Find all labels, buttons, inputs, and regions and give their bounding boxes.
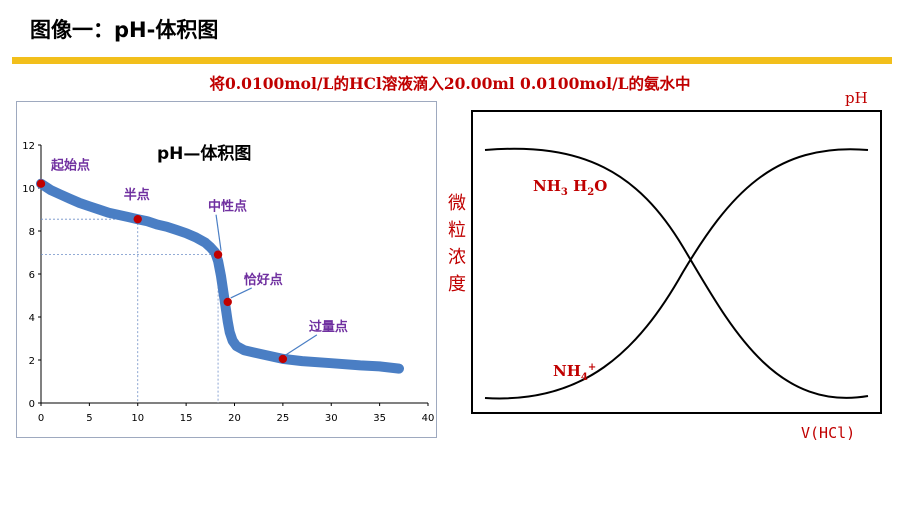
point-marker bbox=[133, 214, 142, 224]
slide-title: 图像一：pH-体积图 bbox=[30, 18, 219, 42]
y-tick-label: 2 bbox=[29, 356, 35, 367]
y-tick-label: 4 bbox=[29, 313, 35, 324]
ph-volume-chart: pH—体积图 0 5 10 15 20 25 30 35 40 0 2 4 6 8 10 12 起始点半点中性… bbox=[22, 141, 435, 424]
titration-curve-band bbox=[36, 178, 404, 374]
point-marker bbox=[278, 354, 288, 364]
species-concentration-chart: NH3 H2O NH4+ bbox=[484, 147, 869, 400]
title-underline-bar bbox=[12, 57, 892, 64]
annotation-arrow bbox=[230, 287, 252, 299]
species-concentration-chart-frame: NH3 H2O NH4+ bbox=[471, 110, 882, 414]
x-tick-label: 20 bbox=[228, 413, 241, 424]
annotation-arrow bbox=[285, 334, 318, 356]
x-tick-label: 25 bbox=[277, 413, 290, 424]
x-axis-label-v-hcl: V(HCl) bbox=[801, 424, 856, 442]
y-axis-label-concentration: 微粒浓度 bbox=[448, 193, 466, 295]
nh3-h2o-label: NH3 H2O bbox=[533, 177, 607, 198]
point-marker bbox=[36, 179, 46, 188]
x-tick-label: 10 bbox=[131, 413, 144, 424]
x-tick-label: 40 bbox=[422, 413, 435, 424]
annotation-label: 恰好点 bbox=[244, 272, 283, 288]
x-tick-label: 35 bbox=[373, 413, 386, 424]
y-tick-label: 6 bbox=[29, 270, 35, 281]
point-marker bbox=[213, 250, 223, 259]
annotation-label: 过量点 bbox=[309, 319, 348, 335]
x-tick-label: 0 bbox=[38, 413, 44, 424]
y-tick-label: 12 bbox=[22, 141, 35, 152]
nh4-curve bbox=[484, 148, 869, 400]
y-tick-label: 8 bbox=[29, 227, 35, 238]
y-tick-label: 0 bbox=[29, 399, 35, 410]
nh3-h2o-curve bbox=[484, 147, 869, 399]
ph-volume-chart-frame: pH—体积图 0 5 10 15 20 25 30 35 40 0 2 4 6 8 10 12 起始点半点中性… bbox=[16, 101, 437, 438]
annotation-arrow bbox=[215, 214, 222, 251]
ph-corner-label: pH bbox=[845, 89, 868, 107]
x-tick-label: 15 bbox=[180, 413, 193, 424]
nh4-plus-label: NH4+ bbox=[553, 362, 596, 383]
annotation-label: 中性点 bbox=[208, 199, 247, 215]
annotation-label: 半点 bbox=[124, 187, 150, 203]
x-tick-label: 5 bbox=[86, 413, 92, 424]
annotation-label: 起始点 bbox=[50, 158, 90, 174]
y-tick-label: 10 bbox=[22, 184, 35, 195]
slide-subtitle: 将0.0100mol/L的HCl溶液滴入20.00ml 0.0100mol/L的… bbox=[209, 74, 691, 93]
chart-title: pH—体积图 bbox=[157, 143, 251, 164]
point-marker bbox=[223, 297, 232, 307]
x-tick-label: 30 bbox=[325, 413, 338, 424]
